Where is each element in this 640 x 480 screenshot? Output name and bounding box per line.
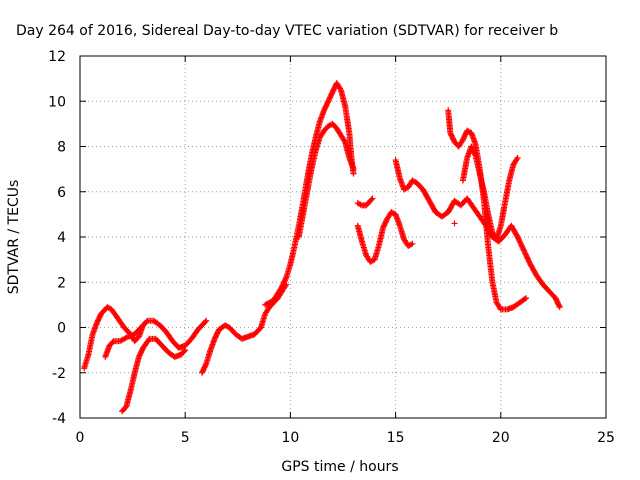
data-point (526, 259, 533, 266)
x-tick-label: 5 (181, 430, 190, 446)
data-point (522, 250, 529, 257)
data-point (350, 166, 357, 173)
y-tick-label: 2 (57, 275, 66, 291)
x-tick-label: 15 (387, 430, 405, 446)
plot-frame (79, 55, 607, 419)
data-point (409, 240, 416, 247)
data-point (523, 295, 530, 302)
data-point (556, 304, 563, 311)
data-point (282, 276, 289, 283)
data-point (451, 220, 458, 227)
data-point (139, 323, 146, 330)
x-tick-label: 20 (492, 430, 510, 446)
data-point (522, 251, 529, 258)
data-point (203, 317, 210, 324)
chart-title: Day 264 of 2016, Sidereal Day-to-day VTE… (16, 23, 558, 39)
y-tick-label: 4 (57, 230, 66, 246)
data-point (471, 151, 478, 158)
data-point (525, 258, 532, 265)
y-tick-label: 8 (57, 140, 66, 156)
data-point (524, 255, 531, 262)
data-point (513, 232, 520, 239)
data-point (518, 242, 525, 249)
data-point (523, 253, 530, 260)
data-point (369, 195, 376, 202)
data-point (182, 347, 189, 354)
data-point (337, 85, 344, 92)
data-point (143, 318, 150, 325)
data-point (517, 240, 524, 247)
data-point (519, 243, 526, 250)
data-point (519, 244, 526, 251)
y-tick-label: -4 (52, 411, 66, 427)
data-point (515, 236, 522, 243)
y-tick-label: 12 (48, 49, 66, 65)
x-axis-title: GPS time / hours (281, 459, 398, 475)
data-points (81, 80, 563, 415)
data-point (521, 295, 528, 302)
y-tick-label: 10 (48, 94, 66, 110)
data-point (514, 154, 521, 161)
data-point (520, 247, 527, 254)
y-tick-labels: -4 -2 0 2 4 6 8 10 12 (48, 49, 66, 427)
data-point (524, 254, 531, 261)
data-point (521, 248, 528, 255)
x-tick-label: 10 (281, 430, 299, 446)
data-point (514, 234, 521, 240)
data-point (513, 156, 520, 163)
data-point (368, 196, 375, 203)
data-point (181, 348, 188, 355)
y-tick-label: 0 (57, 321, 66, 337)
y-tick-label: 6 (57, 185, 66, 201)
data-point (109, 339, 116, 346)
y-tick-label: -2 (52, 366, 66, 382)
data-point (341, 137, 348, 144)
data-point (140, 322, 147, 329)
y-axis-title: SDTVAR / TECUs (6, 180, 22, 295)
data-point (517, 239, 524, 246)
x-tick-labels: 0 5 10 15 20 25 (76, 430, 615, 446)
data-point (202, 361, 209, 368)
data-point (525, 257, 532, 264)
x-tick-label: 0 (76, 430, 85, 446)
data-point (556, 302, 563, 309)
data-point (516, 238, 523, 245)
x-tick-label: 25 (597, 430, 615, 446)
data-point (520, 246, 527, 253)
data-point (202, 318, 209, 325)
data-point (515, 235, 522, 242)
